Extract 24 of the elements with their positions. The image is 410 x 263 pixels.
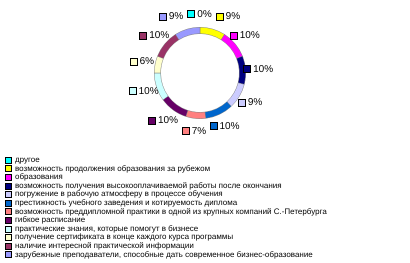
legend-label: погружение в рабочую атмосферу в процессе обучения xyxy=(15,189,223,199)
legend-label: возможность получения высокооплачиваемой работы после окончания xyxy=(15,180,282,190)
legend-label: другое xyxy=(15,155,40,165)
legend-label: образования xyxy=(15,172,63,182)
data-label: 10% xyxy=(158,115,178,126)
legend-label: престижность учебного заведения и котируемость диплома xyxy=(15,198,238,208)
legend-label: зарубежные преподаватели, способные дать современное бизнес-образование xyxy=(15,250,313,260)
data-label: 7% xyxy=(192,126,206,137)
legend-label: получение сертификата в конце каждого курса программы xyxy=(15,232,234,242)
data-label: 9% xyxy=(248,97,262,108)
data-label: 10% xyxy=(149,30,170,42)
legend-label: возможность продолжения образования за рубежом xyxy=(15,164,210,173)
data-label: 9% xyxy=(168,11,184,22)
text: 0% xyxy=(197,8,212,20)
data-label: 6% xyxy=(140,56,154,68)
data-label: 10% xyxy=(138,86,159,97)
legend-label: гибкое расписание xyxy=(15,215,86,225)
legend-label: наличие интересной практической информации xyxy=(15,240,194,251)
legend-label: возможность преддипломной практики в одной из крупных компаний С.-Петербурга xyxy=(15,206,327,216)
data-label: 9% xyxy=(226,11,240,22)
data-label: 10% xyxy=(220,120,240,132)
data-label: 10% xyxy=(240,30,260,42)
legend-label: практические знания, которые помогут в бизнесе xyxy=(15,224,198,233)
data-label: 10% xyxy=(253,64,274,75)
